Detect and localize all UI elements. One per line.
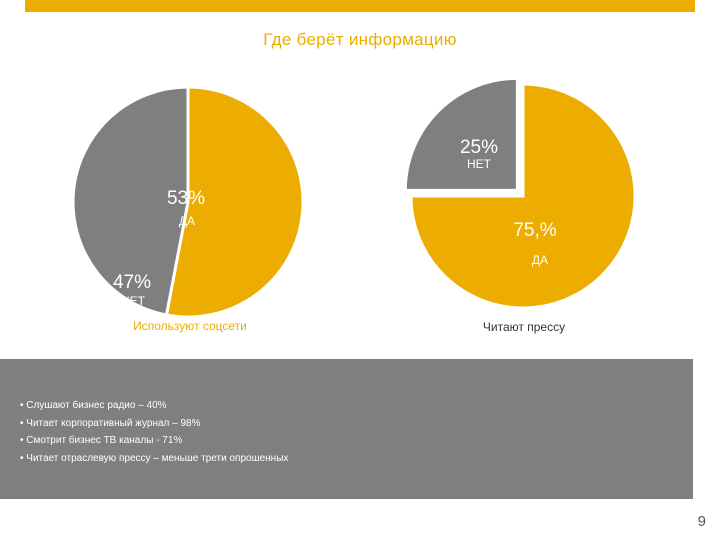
pie1-caption: Используют соцсети <box>133 319 247 333</box>
top-accent-bar <box>25 0 695 12</box>
pie2-caption: Читают прессу <box>482 320 566 334</box>
pie2-yes-label: ДА <box>532 253 548 267</box>
note-item: Смотрит бизнес ТВ каналы - 71% <box>20 432 288 450</box>
note-item: Читает корпоративный журнал – 98% <box>20 415 288 433</box>
slide-title: Где берёт информацию <box>263 30 457 49</box>
pie2-no-label: НЕТ <box>467 157 492 171</box>
pie1-yes-label: ДА <box>179 214 195 228</box>
notes-panel: Слушают бизнес радио – 40% Читает корпор… <box>0 359 693 499</box>
pie2-no-pct: 25% <box>460 137 498 158</box>
pie2-yes-pct: 75,% <box>513 220 556 241</box>
note-item: Читает отраслевую прессу – меньше трети … <box>20 450 288 468</box>
note-item: Слушают бизнес радио – 40% <box>20 397 288 415</box>
pie-chart-press: 75,% ДА 25% НЕТ <box>403 76 637 310</box>
pie1-slice-yes <box>164 85 305 319</box>
pie1-no-pct: 47% <box>113 272 151 293</box>
pie2-slice-yes <box>409 82 637 310</box>
pie1-slice-no <box>71 85 190 317</box>
pie2-slice-no <box>403 76 519 192</box>
page-number: 9 <box>697 513 706 530</box>
pie-chart-social-media: 53% ДА 47% НЕТ <box>71 85 305 319</box>
pie1-no-label: НЕТ <box>121 294 146 308</box>
notes-list: Слушают бизнес радио – 40% Читает корпор… <box>20 397 288 467</box>
pie1-yes-pct: 53% <box>167 188 205 209</box>
